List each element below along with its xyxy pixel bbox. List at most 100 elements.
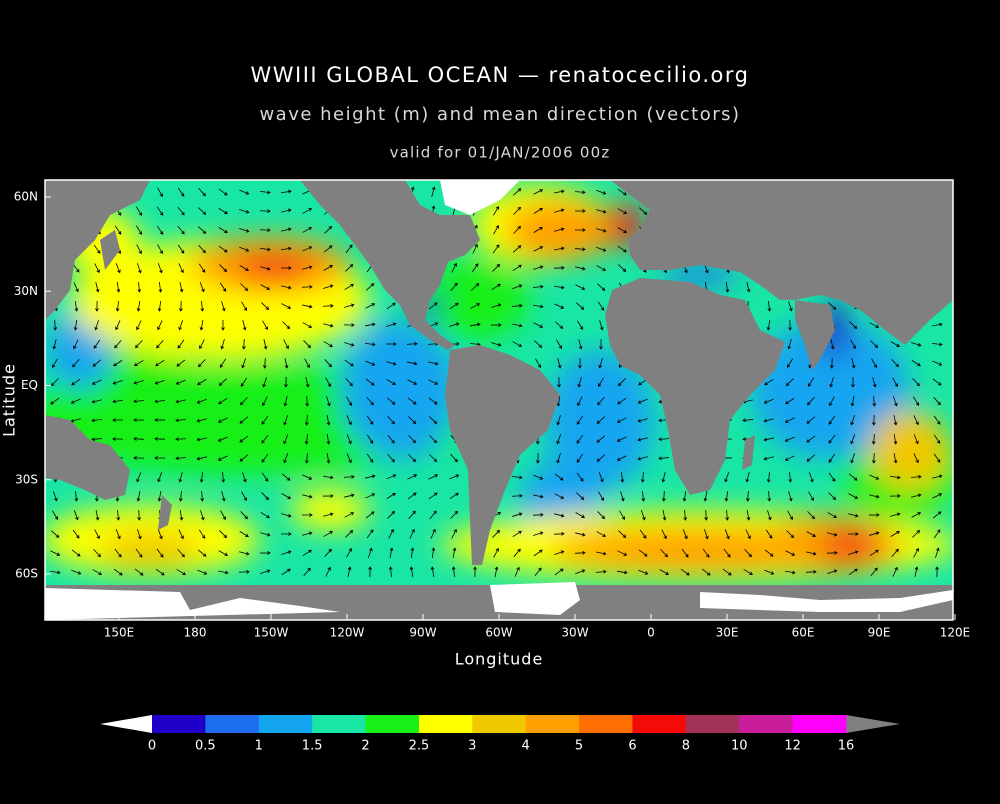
colorbar-label: 12 xyxy=(784,739,801,754)
wave-vector xyxy=(302,227,313,233)
wave-vector xyxy=(343,323,355,327)
wave-vector xyxy=(785,550,796,556)
wave-vector xyxy=(492,244,500,254)
wave-vector xyxy=(155,568,165,576)
wave-vector xyxy=(114,548,122,558)
wave-vector xyxy=(260,512,270,519)
wave-vector xyxy=(596,189,607,195)
wave-vector xyxy=(596,454,606,462)
wave-vector xyxy=(74,300,79,312)
wave-vector xyxy=(344,359,354,367)
wave-vector xyxy=(323,475,334,480)
wave-vector xyxy=(240,511,248,520)
colorbar-label: 4 xyxy=(522,739,530,754)
wave-vector xyxy=(281,550,292,555)
wave-vector xyxy=(408,416,417,425)
wave-vector xyxy=(786,358,793,368)
wave-region xyxy=(870,410,950,490)
wave-vector xyxy=(346,434,352,445)
wave-vector xyxy=(282,321,291,330)
wave-vector xyxy=(261,415,269,425)
wave-vector xyxy=(932,360,943,366)
wave-vector xyxy=(932,493,943,499)
wave-vector xyxy=(577,396,583,407)
wave-vector xyxy=(199,282,205,293)
wave-vector xyxy=(553,532,565,536)
wave-vector xyxy=(932,474,943,479)
wave-vector xyxy=(53,319,58,331)
wave-vector xyxy=(73,319,78,331)
wave-vector xyxy=(742,418,754,423)
wave-vector xyxy=(428,302,438,310)
wave-vector xyxy=(513,188,522,196)
wave-vector xyxy=(326,453,331,464)
wave-vector xyxy=(682,490,687,502)
colorbar-label: 2 xyxy=(361,739,369,754)
wave-vector xyxy=(827,532,838,537)
x-tick-label: 60E xyxy=(792,626,815,640)
wave-vector xyxy=(599,338,603,350)
wave-vector xyxy=(133,456,145,460)
wave-vector xyxy=(178,263,184,274)
wave-vector xyxy=(94,529,100,540)
wave-vector xyxy=(889,475,901,480)
wave-vector xyxy=(556,339,562,349)
wave-vector xyxy=(701,568,711,576)
wave-vector xyxy=(536,452,540,464)
wave-vector xyxy=(239,189,250,195)
wave-vector xyxy=(91,399,102,404)
wave-vector xyxy=(703,491,708,502)
x-tick-label: 30W xyxy=(561,626,588,640)
wave-vector xyxy=(386,322,397,327)
wave-vector xyxy=(221,319,225,331)
wave-vector xyxy=(827,512,837,518)
wave-vector xyxy=(891,548,899,558)
wave-vector xyxy=(280,266,292,270)
wave-vector xyxy=(219,530,228,539)
wave-vector xyxy=(239,551,250,556)
wave-vector xyxy=(365,322,376,327)
wave-region xyxy=(545,350,655,490)
wave-vector xyxy=(785,570,796,575)
wave-vector xyxy=(554,550,565,556)
colorbar-box xyxy=(258,715,313,733)
wave-vector xyxy=(764,549,774,557)
wave-vector xyxy=(637,418,648,423)
wave-vector xyxy=(618,264,627,272)
wave-vector xyxy=(931,342,943,347)
wave-vector xyxy=(869,494,880,499)
wave-vector xyxy=(870,340,879,349)
wave-vector xyxy=(324,548,332,557)
wave-region xyxy=(235,256,315,280)
wave-vector xyxy=(198,188,206,197)
wave-vector xyxy=(767,510,772,521)
wave-vector xyxy=(95,300,99,312)
wave-vector xyxy=(532,284,544,289)
wave-vector xyxy=(933,529,941,539)
wave-vector xyxy=(512,530,522,538)
wave-vector xyxy=(850,339,856,350)
wave-vector xyxy=(851,376,855,388)
wave-vector xyxy=(156,225,164,235)
wave-vector xyxy=(345,378,353,387)
wave-vector xyxy=(386,492,396,499)
wave-vector xyxy=(52,358,58,369)
wave-vector xyxy=(637,437,648,442)
wave-vector xyxy=(767,300,772,312)
wave-vector xyxy=(368,566,372,578)
wave-vector xyxy=(806,531,816,537)
wave-vector xyxy=(533,189,544,195)
wave-vector xyxy=(595,569,607,574)
colorbar-label: 16 xyxy=(838,739,855,754)
wave-vector xyxy=(429,454,438,463)
wave-vector xyxy=(239,435,249,443)
wave-vector xyxy=(556,396,561,407)
wave-vector xyxy=(725,281,730,293)
wave-vector xyxy=(387,510,396,519)
wave-vector xyxy=(386,397,396,405)
wave-vector xyxy=(386,302,396,310)
wave-vector xyxy=(114,339,122,349)
wave-vector xyxy=(932,322,943,327)
wave-vector xyxy=(851,358,856,369)
wave-vector xyxy=(365,283,375,291)
